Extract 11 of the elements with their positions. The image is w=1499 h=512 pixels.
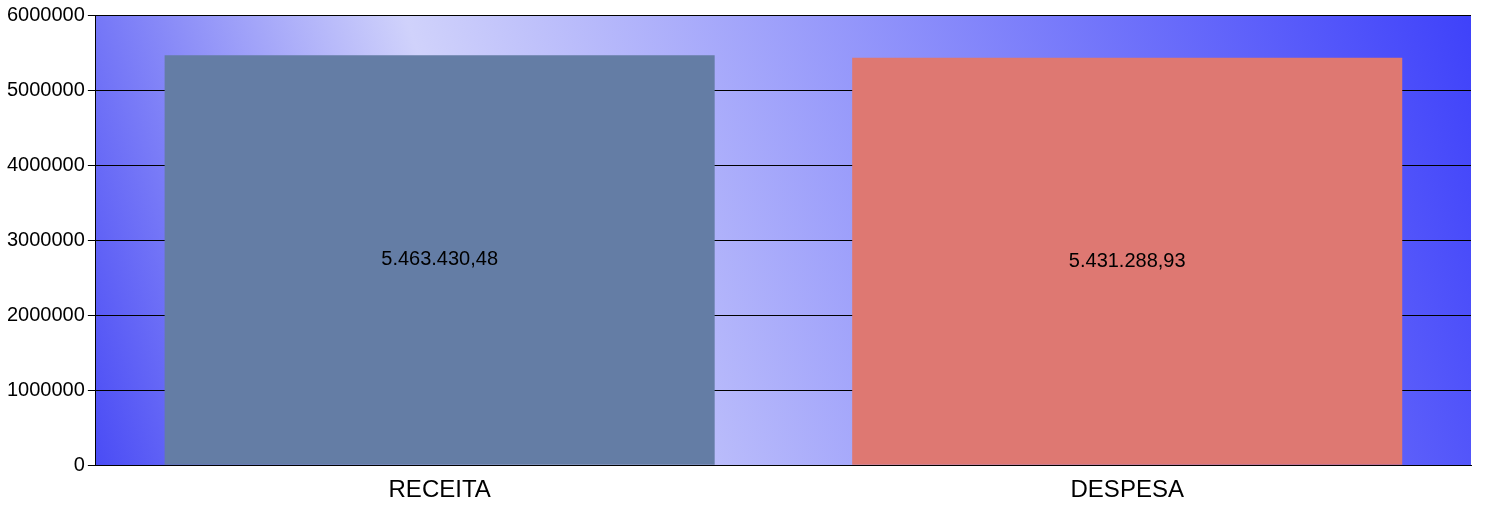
y-tick-label: 6000000 [6,2,85,25]
x-tick-label: RECEITA [388,475,491,503]
data-label: 5.431.288,93 [1068,248,1186,271]
y-tick-label: 5000000 [6,77,85,100]
y-tick-label: 0 [73,452,85,475]
x-tick-label: DESPESA [1070,475,1184,503]
y-tick-label: 4000000 [6,152,85,175]
y-tick-label: 3000000 [6,227,85,250]
data-label: 5.463.430,48 [381,247,499,270]
y-tick-label: 2000000 [6,302,85,325]
y-tick-label: 1000000 [6,377,85,400]
